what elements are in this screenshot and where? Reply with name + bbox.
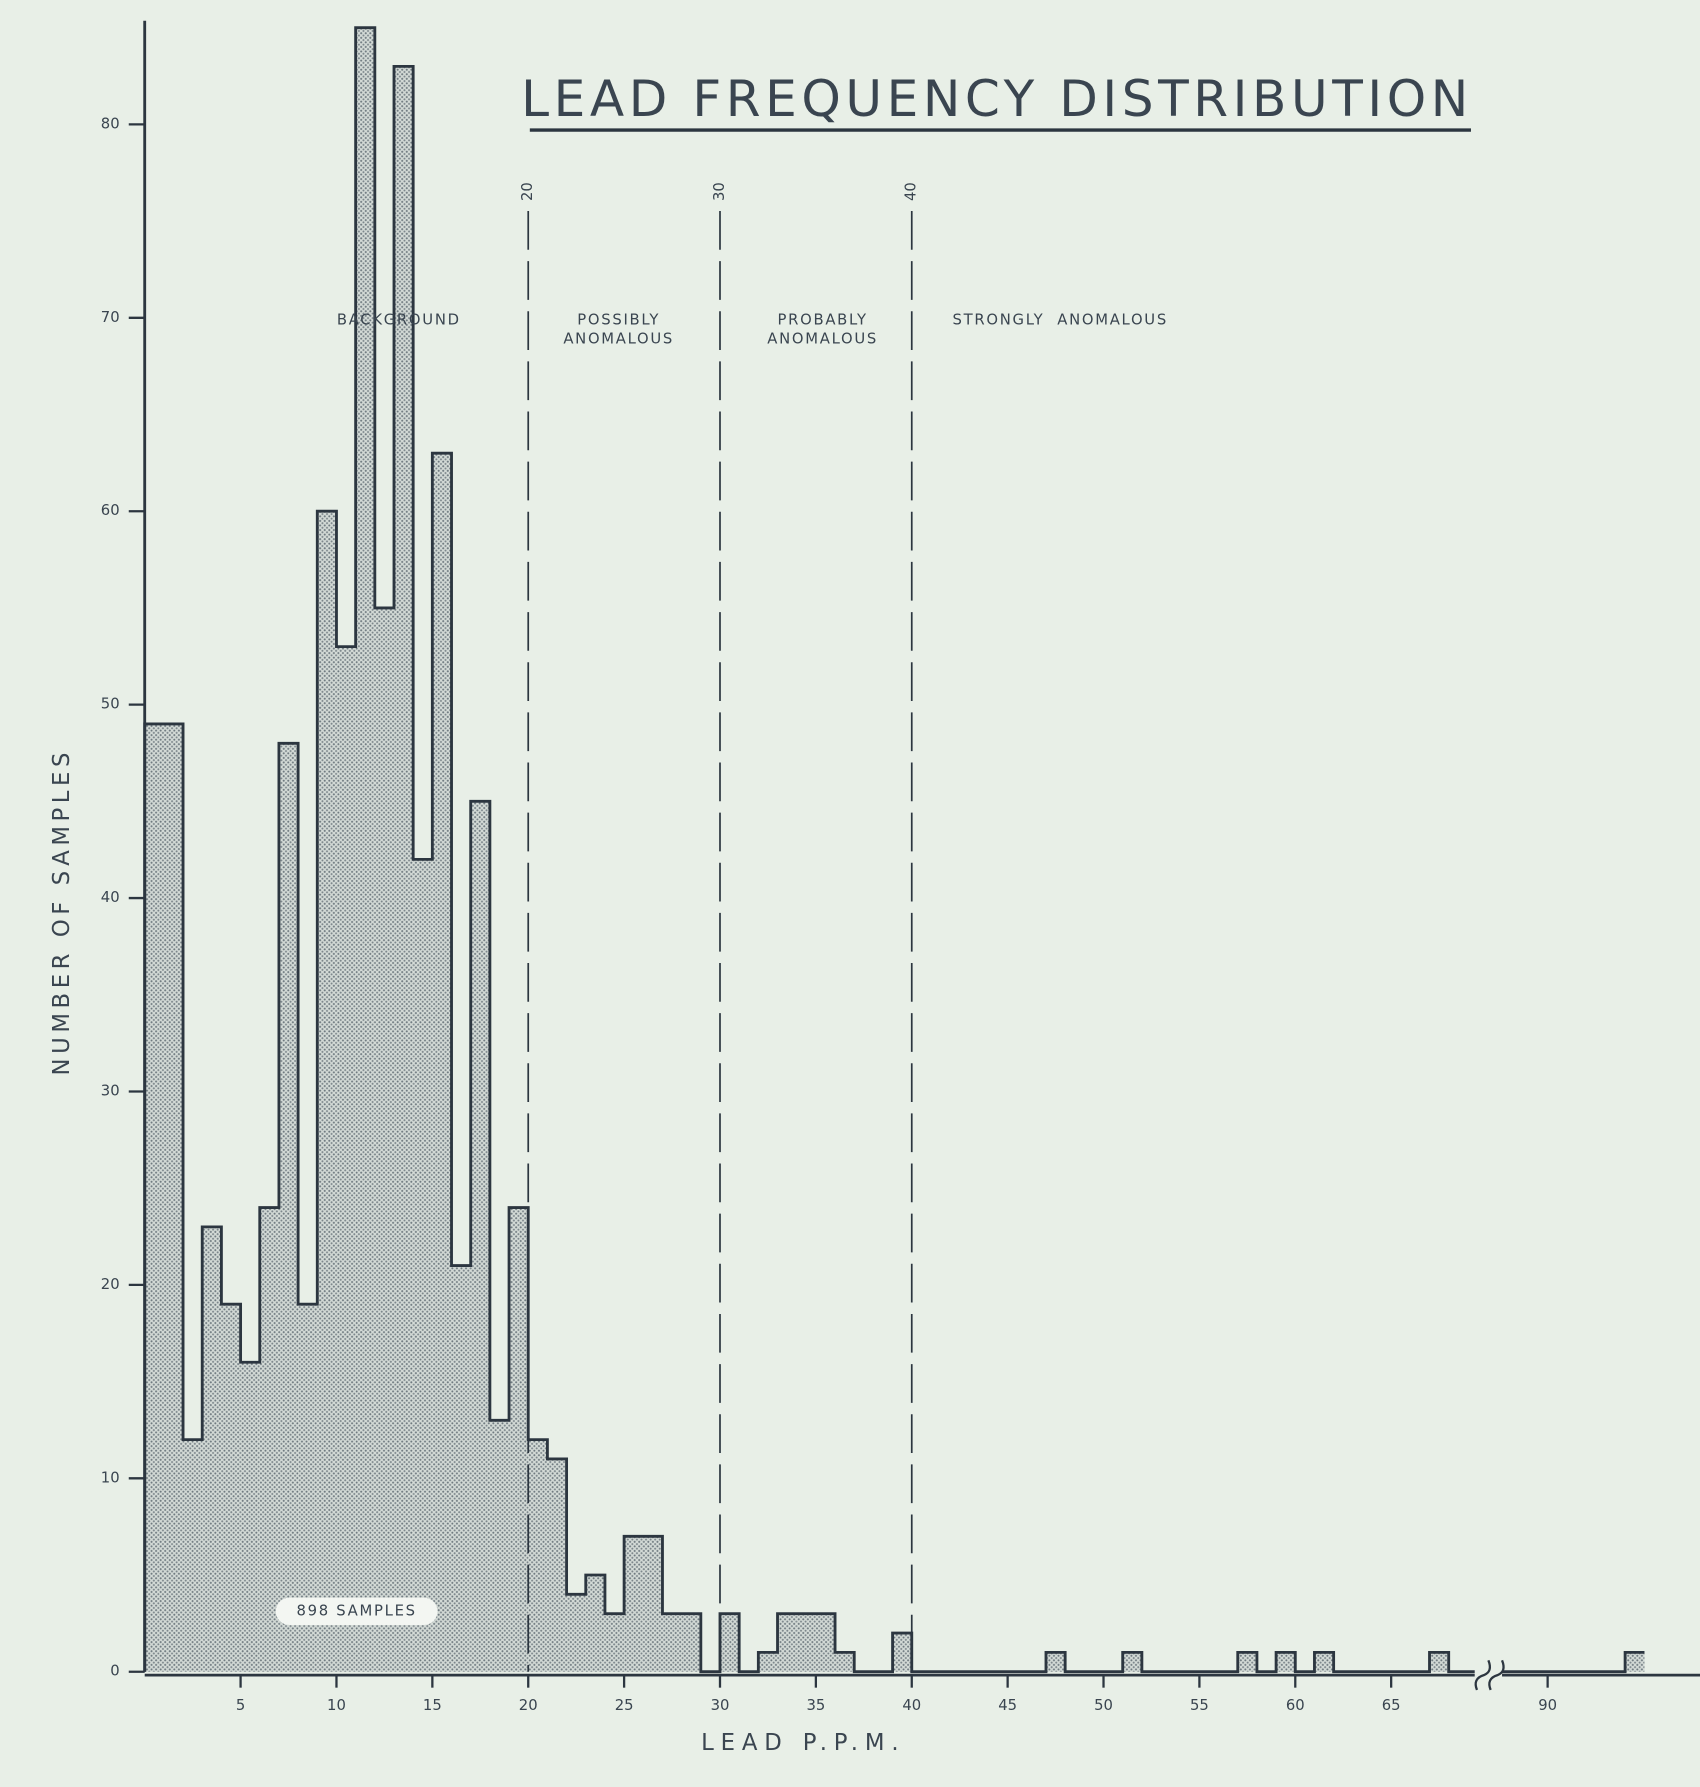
bar <box>393 66 414 1672</box>
x-tick-label: 65 <box>1382 1697 1401 1714</box>
bar <box>221 1304 241 1672</box>
x-tick-label: 55 <box>1190 1697 1209 1714</box>
bar <box>259 1207 279 1672</box>
x-tick-label: 25 <box>615 1697 634 1714</box>
y-tick-label: 80 <box>101 115 120 132</box>
threshold-label: 30 <box>711 182 728 201</box>
bar <box>317 511 337 1672</box>
bar <box>1276 1652 1296 1672</box>
bar <box>681 1613 701 1672</box>
bar <box>1237 1652 1257 1672</box>
bar <box>470 801 490 1672</box>
bar <box>240 1362 260 1672</box>
bar <box>355 27 375 1672</box>
axis-break-gap <box>1474 1664 1503 1686</box>
zone-label: POSSIBLY <box>577 311 660 328</box>
bar <box>183 1439 203 1672</box>
y-tick-label: 40 <box>101 889 120 906</box>
bar <box>585 1575 605 1672</box>
bar <box>815 1613 836 1672</box>
bar <box>566 1594 586 1672</box>
threshold-label: 40 <box>903 182 920 201</box>
bar <box>547 1458 567 1672</box>
y-tick-label: 60 <box>101 502 120 519</box>
y-tick-label: 0 <box>110 1663 119 1680</box>
bar <box>1045 1652 1066 1672</box>
bar <box>528 1439 548 1672</box>
bar <box>604 1613 625 1672</box>
bar <box>432 453 452 1672</box>
bar <box>624 1536 644 1672</box>
x-axis-label: LEAD P.P.M. <box>701 1730 905 1756</box>
x-tick-label: 15 <box>423 1697 442 1714</box>
bar <box>796 1613 816 1672</box>
bar <box>451 1265 471 1672</box>
zone-label: ANOMALOUS <box>563 331 674 348</box>
bar <box>298 1304 318 1672</box>
bar <box>892 1633 912 1672</box>
bar <box>777 1613 797 1672</box>
bar <box>1625 1652 1645 1672</box>
bar <box>489 1420 510 1672</box>
x-tick-label: 60 <box>1286 1697 1305 1714</box>
x-tick-label: 30 <box>711 1697 730 1714</box>
zone-label: BACKGROUND <box>337 311 461 328</box>
bar <box>278 743 299 1672</box>
bar <box>144 723 184 1672</box>
bar <box>662 1613 682 1672</box>
annotation: 898 SAMPLES <box>297 1602 417 1619</box>
axis-break-mark <box>1488 1659 1505 1691</box>
axis-break-mark <box>1474 1659 1492 1691</box>
x-tick-label: 90 <box>1538 1697 1557 1714</box>
x-tick-label: 35 <box>806 1697 825 1714</box>
zone-label: ANOMALOUS <box>767 331 878 348</box>
bar <box>835 1652 855 1672</box>
x-tick-label: 20 <box>519 1697 538 1714</box>
x-tick-label: 40 <box>902 1697 921 1714</box>
threshold-label: 20 <box>519 182 536 201</box>
bar <box>374 607 394 1672</box>
y-tick-label: 20 <box>101 1276 120 1293</box>
x-tick-label: 10 <box>327 1697 346 1714</box>
bar <box>719 1613 740 1672</box>
zone-label: PROBABLY <box>778 311 868 328</box>
y-axis-label: NUMBER OF SAMPLES <box>49 748 75 1075</box>
chart-title: LEAD FREQUENCY DISTRIBUTION <box>521 69 1473 128</box>
bar <box>336 646 356 1672</box>
bar <box>413 859 433 1672</box>
bar <box>202 1226 222 1672</box>
x-tick-label: 5 <box>236 1697 245 1714</box>
bar <box>643 1536 663 1672</box>
annotation-box <box>275 1597 438 1626</box>
y-tick-label: 70 <box>101 309 120 326</box>
y-tick-label: 10 <box>101 1469 120 1486</box>
x-tick-label: 45 <box>998 1697 1017 1714</box>
y-tick-label: 30 <box>101 1082 120 1099</box>
bar <box>1314 1652 1334 1672</box>
y-tick-label: 50 <box>101 696 120 713</box>
bar <box>509 1207 529 1672</box>
bar <box>1122 1652 1142 1672</box>
zone-label: STRONGLY ANOMALOUS <box>953 311 1168 328</box>
bar <box>758 1652 778 1672</box>
x-tick-label: 50 <box>1094 1697 1113 1714</box>
bar <box>1429 1652 1449 1672</box>
